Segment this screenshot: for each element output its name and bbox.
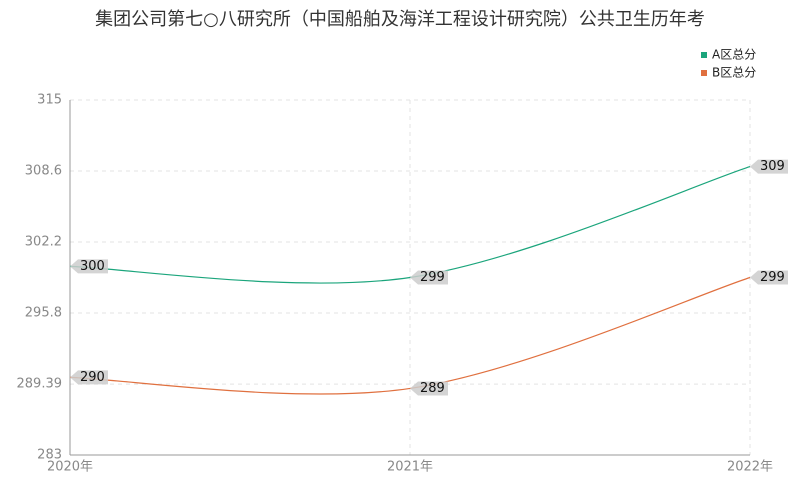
legend-box xyxy=(692,63,774,81)
data-label: 289 xyxy=(420,381,445,396)
data-label-box xyxy=(750,159,788,174)
data-label-box xyxy=(410,270,448,285)
data-label-group: 300 xyxy=(70,259,108,274)
y-tick-label: 302.2 xyxy=(25,235,62,250)
data-label-group: 299 xyxy=(750,270,788,285)
data-label: 300 xyxy=(80,259,105,274)
y-tick-label: 295.8 xyxy=(25,306,62,321)
y-tick-label: 283 xyxy=(37,448,62,463)
legend-label: B区总分 xyxy=(712,66,756,80)
chart-title: 集团公司第七○八研究所（中国船舶及海洋工程设计研究院）公共卫生历年考 xyxy=(95,9,705,30)
data-label-box xyxy=(70,259,108,274)
legend-box xyxy=(692,45,774,63)
x-tick-label: 2022年 xyxy=(727,460,773,475)
data-label-group: 309 xyxy=(750,159,788,174)
data-label: 309 xyxy=(760,159,785,174)
y-tick-label: 308.6 xyxy=(25,164,62,179)
data-label: 299 xyxy=(420,270,445,285)
legend-label: A区总分 xyxy=(712,48,756,62)
data-label-group: 290 xyxy=(70,370,108,385)
data-label-group: 289 xyxy=(410,381,448,396)
data-label: 290 xyxy=(80,370,105,385)
y-tick-label: 289.39 xyxy=(17,377,63,392)
data-label-group: 299 xyxy=(410,270,448,285)
data-label-box xyxy=(70,370,108,385)
legend-swatch xyxy=(701,70,707,76)
legend-swatch xyxy=(701,52,707,58)
series-line xyxy=(69,276,751,395)
x-tick-label: 2020年 xyxy=(47,460,93,475)
y-tick-label: 315 xyxy=(37,93,62,108)
data-label: 299 xyxy=(760,270,785,285)
data-label-box xyxy=(410,381,448,396)
x-tick-label: 2021年 xyxy=(387,460,433,475)
data-label-box xyxy=(750,270,788,285)
